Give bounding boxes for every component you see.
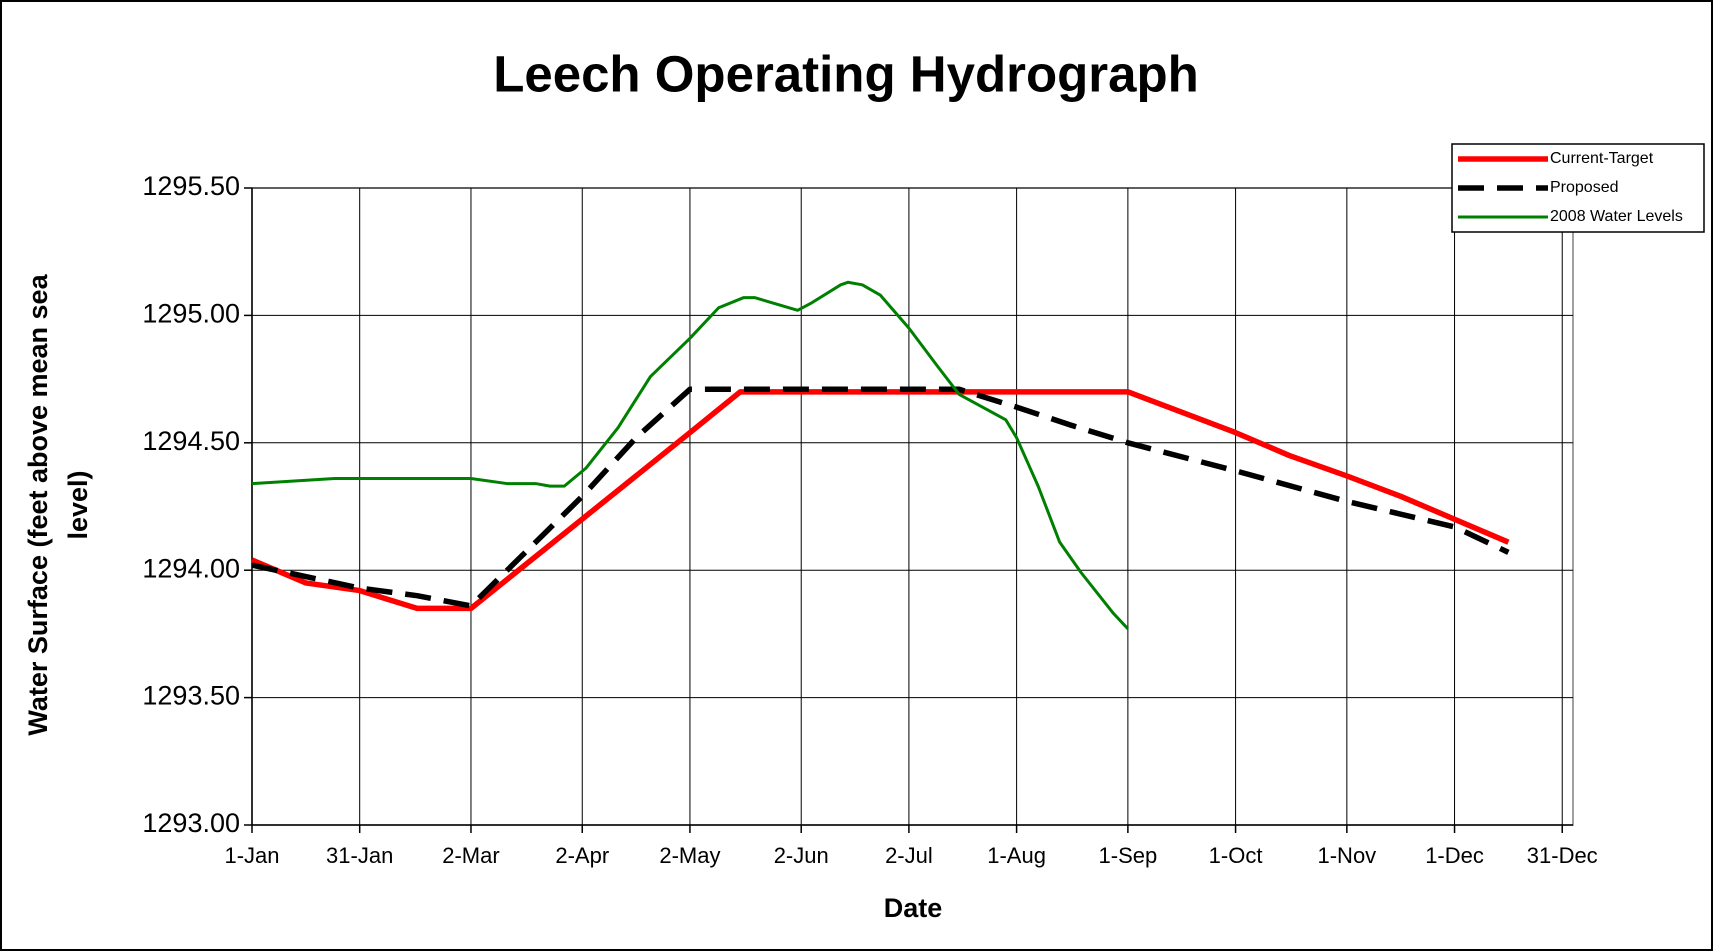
series-line (250, 389, 1510, 612)
y-tick-label: 1294.00 (142, 553, 240, 583)
legend-label: 2008 Water Levels (1550, 208, 1683, 225)
legend: Current-Target Proposed 2008 Water Levels (1451, 143, 1705, 233)
y-tick-label: 1295.00 (142, 299, 240, 329)
x-tick-label: 1-Dec (1425, 843, 1484, 868)
y-tick-label: 1293.00 (142, 808, 240, 838)
x-tick-label: 2-May (659, 843, 720, 868)
plot-area (251, 187, 1574, 826)
legend-label: Current-Target (1550, 150, 1654, 167)
x-tick-label: 1-Nov (1318, 843, 1377, 868)
legend-label: Proposed (1550, 179, 1619, 196)
x-tick-label: 31-Jan (326, 843, 393, 868)
y-axis-title-line: level) (63, 470, 93, 539)
y-tick-label: 1293.50 (142, 681, 240, 711)
x-tick-label: 2-Mar (442, 843, 499, 868)
x-tick-label: 1-Aug (987, 843, 1046, 868)
x-tick-label: 2-Apr (555, 843, 609, 868)
series-line (251, 280, 1129, 630)
x-tick-label: 31-Dec (1527, 843, 1598, 868)
series-line (251, 386, 1510, 609)
y-axis-title-line: Water Surface (feet above mean sea (23, 273, 53, 735)
chart-title: Leech Operating Hydrograph (493, 45, 1199, 102)
x-tick-label: 1-Oct (1209, 843, 1263, 868)
y-tick-label: 1295.50 (142, 171, 240, 201)
y-axis-title: Water Surface (feet above mean sea level… (23, 273, 93, 735)
y-tick-label: 1294.50 (142, 426, 240, 456)
x-tick-label: 2-Jul (885, 843, 933, 868)
x-tick-label: 2-Jun (774, 843, 829, 868)
x-axis-title: Date (884, 893, 943, 923)
x-tick-label: 1-Sep (1099, 843, 1158, 868)
x-tick-label: 1-Jan (224, 843, 279, 868)
